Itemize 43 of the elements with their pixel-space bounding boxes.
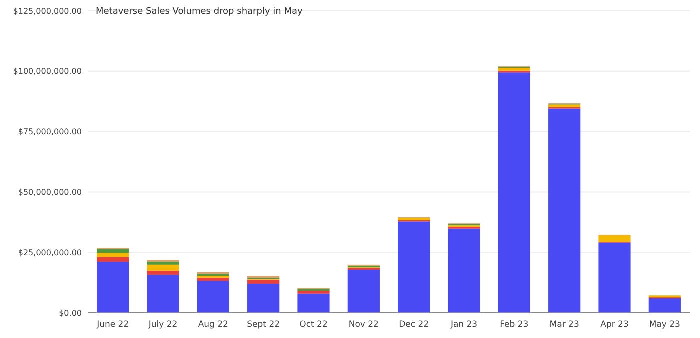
x-tick-label: Sept 22	[247, 320, 280, 330]
chart-title: Metaverse Sales Volumes drop sharply in May	[96, 7, 304, 17]
x-tick-label: Jan 23	[450, 320, 478, 330]
y-tick-label: $0.00	[59, 308, 82, 318]
bar	[248, 284, 280, 313]
bar	[598, 235, 631, 242]
bar	[97, 257, 130, 262]
bar	[398, 222, 430, 313]
bar	[498, 68, 530, 71]
bar	[147, 270, 180, 276]
x-tick-label: Nov 22	[348, 320, 379, 330]
bar	[498, 72, 530, 313]
bar	[548, 108, 581, 313]
bar	[97, 249, 130, 254]
x-tick-label: Dec 22	[399, 320, 430, 330]
bar	[448, 228, 480, 313]
bar	[97, 262, 130, 313]
bar	[147, 264, 180, 271]
x-tick-label: May 23	[649, 320, 680, 330]
bar	[97, 253, 130, 258]
bar	[298, 291, 330, 294]
y-tick-label: $50,000,000.00	[18, 188, 82, 197]
bar	[348, 270, 380, 313]
x-tick-label: June 22	[96, 320, 130, 330]
bar	[197, 281, 230, 313]
bar	[298, 294, 330, 313]
x-tick-label: Aug 22	[198, 320, 228, 330]
x-tick-label: Apr 23	[600, 320, 629, 330]
bar	[548, 104, 581, 108]
bar	[648, 298, 681, 313]
y-tick-label: $25,000,000.00	[18, 248, 82, 258]
y-tick-label: $75,000,000.00	[18, 128, 82, 137]
bar	[598, 242, 631, 313]
x-tick-label: July 22	[148, 320, 178, 330]
bar	[248, 280, 280, 284]
x-tick-label: Mar 23	[550, 320, 580, 330]
x-tick-label: Feb 23	[500, 320, 529, 330]
bar	[147, 262, 180, 265]
bar	[197, 278, 230, 282]
y-tick-label: $125,000,000.00	[13, 6, 82, 16]
y-tick-label: $100,000,000.00	[13, 67, 82, 76]
bar	[147, 275, 180, 313]
x-tick-label: Oct 22	[300, 320, 328, 330]
